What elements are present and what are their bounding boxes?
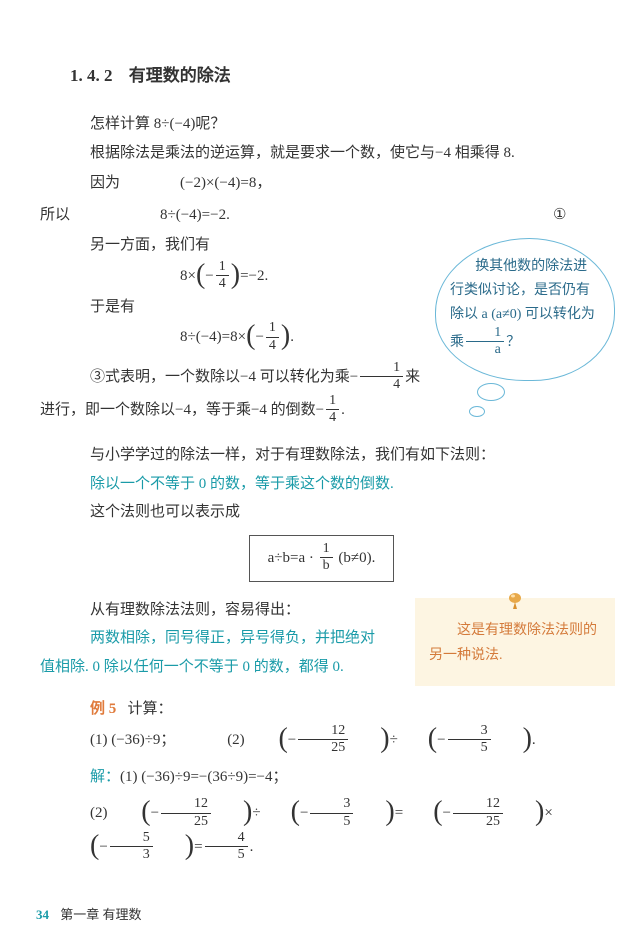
eq1-label: 因为 xyxy=(60,169,180,198)
cloud-body: 换其他数的除法进行类似讨论，是否仍有除以 a (a≠0) 可以转化为乘1a？ xyxy=(435,238,615,381)
rule-2a: 两数相除，同号得正，异号得负，并把绝对 xyxy=(60,624,420,653)
formula-wrap: a÷b=a · 1b (b≠0). xyxy=(60,527,583,590)
cloud-bubble-1 xyxy=(477,383,505,401)
page-number: 34 xyxy=(36,907,49,922)
pin-icon xyxy=(503,590,527,610)
eq1-body: (−2)×(−4)=8， xyxy=(180,169,603,198)
ex-q1: (1) (−36)÷9； xyxy=(90,732,175,748)
equation-row-1: 因为 (−2)×(−4)=8， xyxy=(60,167,603,199)
solution-2: (2) (−1225)÷(−35)=(−1225)×(−53)=45. xyxy=(60,797,583,863)
example-label: 例 5 xyxy=(90,701,116,717)
rule-1: 除以一个不等于 0 的数，等于乘这个数的倒数. xyxy=(60,470,583,499)
equation-row-2: 所以 8÷(−4)=−2. ① xyxy=(40,199,603,231)
chapter-label: 第一章 有理数 xyxy=(60,907,141,922)
para-rule-intro: 与小学学过的除法一样，对于有理数除法，我们有如下法则： xyxy=(60,441,583,470)
cloud-bubble-2 xyxy=(469,406,485,417)
note-card: 这是有理数除法法则的另一种说法. xyxy=(415,598,615,686)
ex-q2: (2) (−1225)÷(−35). xyxy=(227,732,535,748)
page-footer: 34 第一章 有理数 xyxy=(36,903,142,928)
solution-1: 解：(1) (−36)÷9=−(36÷9)=−4； xyxy=(60,763,583,792)
section-heading: 1. 4. 2 有理数的除法 xyxy=(70,60,603,92)
example-questions: (1) (−36)÷9； (2) (−1225)÷(−35). xyxy=(60,724,583,757)
example-heading: 例 5 计算： xyxy=(60,695,583,724)
eq2-label: 所以 xyxy=(40,201,160,230)
example-title: 计算： xyxy=(128,701,173,717)
note-text: 这是有理数除法法则的另一种说法. xyxy=(429,623,597,663)
formula-box: a÷b=a · 1b (b≠0). xyxy=(249,535,395,582)
section-number: 1. 4. 2 xyxy=(70,66,113,85)
cloud-callout: 换其他数的除法进行类似讨论，是否仍有除以 a (a≠0) 可以转化为乘1a？ xyxy=(435,238,615,381)
rule-2b: 值相除. 0 除以任何一个不等于 0 的数，都得 0. xyxy=(40,653,440,682)
para-formula-intro: 这个法则也可以表示成 xyxy=(60,498,583,527)
eq2-num: ① xyxy=(553,201,603,230)
solution-label: 解： xyxy=(90,769,120,785)
para-explain-2: 进行，即一个数除以−4，等于乘−4 的倒数−14. xyxy=(40,394,603,427)
section-title-text: 有理数的除法 xyxy=(129,66,231,85)
para-question: 怎样计算 8÷(−4)呢？ xyxy=(60,110,583,139)
para-intro: 根据除法是乘法的逆运算，就是要求一个数，使它与−4 相乘得 8. xyxy=(60,139,583,168)
eq2-body: 8÷(−4)=−2. xyxy=(160,201,553,230)
